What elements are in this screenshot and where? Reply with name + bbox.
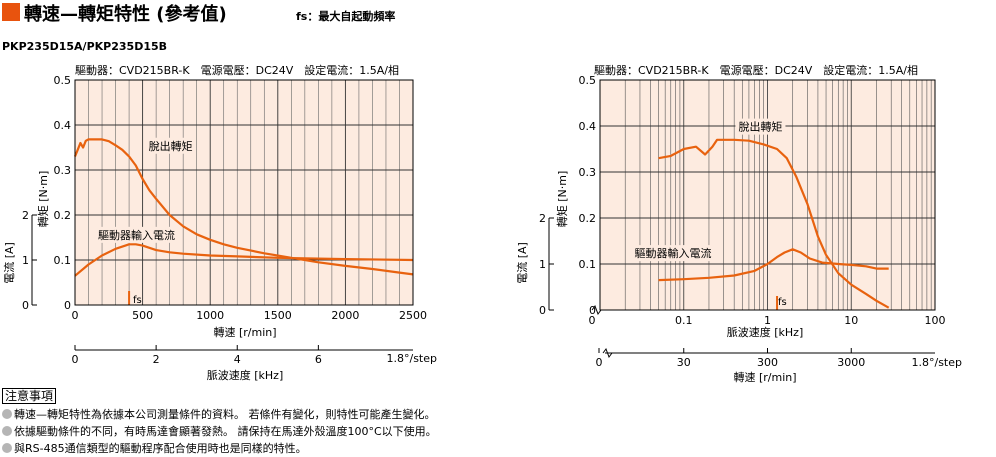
- series-label-bg: [631, 245, 715, 262]
- y-tick-label: 0.1: [54, 254, 72, 267]
- secondary-x-tick-label: 0: [596, 356, 603, 369]
- y2-tick-label: 0: [22, 299, 29, 312]
- chart2-conditions: 驅動器：CVD215BR-K 電源電壓：DC24V 設定電流：1.5A/相: [594, 63, 918, 77]
- series-label-bg: [94, 226, 178, 243]
- note-text: 依據驅動條件的不同，有時馬達會顯著發熱。 請保持在馬達外殼溫度100°C以下使用…: [14, 425, 437, 438]
- chart1-xlabel: 轉速 [r/min]: [213, 326, 276, 339]
- page-title: 轉速—轉矩特性 (參考值): [24, 3, 227, 25]
- y-tick-label: 0.4: [579, 120, 597, 133]
- chart1-conditions: 驅動器：CVD215BR-K 電源電壓：DC24V 設定電流：1.5A/相: [75, 63, 399, 77]
- pullout-torque-label: 脫出轉矩: [149, 139, 193, 153]
- bullet-icon: [2, 409, 12, 419]
- series-label-bg: [145, 137, 196, 154]
- current-curve-label: 驅動器輸入電流: [98, 228, 175, 242]
- pullout-torque-curve: [658, 138, 890, 309]
- secondary-x-tick-label: 0: [72, 353, 79, 366]
- x-tick-label: 2000: [331, 309, 359, 322]
- current-curve: [658, 248, 889, 282]
- x-tick-label: 500: [132, 309, 153, 322]
- plot-area: [75, 80, 413, 305]
- chart-pulse-log: 驅動器：CVD215BR-K 電源電壓：DC24V 設定電流：1.5A/相 脫出…: [515, 63, 962, 384]
- series-label-bg: [735, 118, 786, 135]
- axis-break-mark: [602, 347, 613, 359]
- title-marker: [2, 3, 20, 21]
- x-tick-label: 2500: [399, 309, 427, 322]
- fs-definition: fs：最大自起動頻率: [296, 9, 395, 23]
- notes-title: 注意事項: [2, 388, 57, 404]
- bullet-icon: [2, 426, 12, 436]
- y2-tick-label: 1: [539, 258, 546, 271]
- secondary-x-tick-label: 300: [757, 356, 778, 369]
- secondary-x-tick-label: 3000: [837, 356, 865, 369]
- note-text: 與RS-485通信類型的驅動程序配合使用時也是同樣的特性。: [14, 442, 307, 455]
- note-item: 轉速—轉矩特性為依據本公司測量條件的資料。 若條件有變化，則特性可能產生變化。: [2, 406, 992, 423]
- y-tick-label: 0: [64, 299, 71, 312]
- x-tick-label: 100: [925, 314, 946, 327]
- chart1-fs-label: fs: [133, 295, 142, 306]
- chart2-ylabel: 轉矩 [N·m]: [556, 171, 569, 228]
- chart2-fs-label: fs: [778, 297, 787, 308]
- chart2-xlabel: 脈波速度 [kHz]: [727, 325, 804, 339]
- y-tick-label: 0.1: [579, 258, 597, 271]
- chart1-y2label: 電流 [A]: [2, 242, 16, 284]
- x-tick-label: 1000: [196, 309, 224, 322]
- x-tick-label: 0: [589, 314, 596, 327]
- plot-frame: [599, 79, 936, 311]
- y-tick-label: 0.5: [579, 74, 597, 87]
- notes-section: 注意事項 轉速—轉矩特性為依據本公司測量條件的資料。 若條件有變化，則特性可能產…: [2, 385, 992, 457]
- y-tick-label: 0.2: [54, 209, 72, 222]
- y-tick-label: 0.3: [579, 166, 597, 179]
- secondary-x-tick-label: 2: [153, 353, 160, 366]
- current-curve: [74, 243, 414, 277]
- y2-tick-label: 1: [22, 254, 29, 267]
- secondary-x-tick-label: 4: [234, 353, 241, 366]
- y-tick-label: 0: [589, 304, 596, 317]
- secondary-x-tick-label: 6: [315, 353, 322, 366]
- current-curve-label: 驅動器輸入電流: [635, 246, 712, 260]
- chart1-secondary-xlabel: 脈波速度 [kHz]: [207, 368, 284, 382]
- note-text: 轉速—轉矩特性為依據本公司測量條件的資料。 若條件有變化，則特性可能產生變化。: [14, 408, 436, 421]
- y2-tick-label: 0: [539, 304, 546, 317]
- y-tick-label: 0.2: [579, 212, 597, 225]
- x-tick-label: 10: [844, 314, 858, 327]
- chart2-step-note: 1.8°/step: [912, 356, 963, 369]
- y-tick-label: 0.3: [54, 164, 72, 177]
- y-tick-label: 0.5: [54, 74, 72, 87]
- chart2-secondary-xlabel: 轉速 [r/min]: [733, 371, 796, 384]
- y-tick-label: 0.4: [54, 119, 72, 132]
- x-tick-label: 0.1: [675, 314, 693, 327]
- plot-frame: [74, 79, 414, 306]
- chart2-y2label: 電流 [A]: [515, 242, 529, 284]
- chart-speed-linear: 驅動器：CVD215BR-K 電源電壓：DC24V 設定電流：1.5A/相 脫出…: [2, 63, 437, 382]
- secondary-x-tick-label: 30: [677, 356, 691, 369]
- model-name: PKP235D15A/PKP235D15B: [2, 40, 167, 53]
- note-item: 依據驅動條件的不同，有時馬達會顯著發熱。 請保持在馬達外殼溫度100°C以下使用…: [2, 423, 992, 440]
- note-item: 與RS-485通信類型的驅動程序配合使用時也是同樣的特性。: [2, 440, 992, 457]
- x-tick-label: 0: [72, 309, 79, 322]
- pullout-torque-label: 脫出轉矩: [738, 120, 782, 134]
- bullet-icon: [2, 443, 12, 453]
- chart1-step-note: 1.8°/step: [387, 352, 438, 365]
- y2-tick-label: 2: [539, 212, 546, 225]
- chart1-ylabel: 轉矩 [N·m]: [37, 171, 50, 228]
- x-tick-label: 1500: [264, 309, 292, 322]
- axis-break-mark: [591, 304, 602, 316]
- y2-tick-label: 2: [22, 209, 29, 222]
- x-tick-label: 1: [764, 314, 771, 327]
